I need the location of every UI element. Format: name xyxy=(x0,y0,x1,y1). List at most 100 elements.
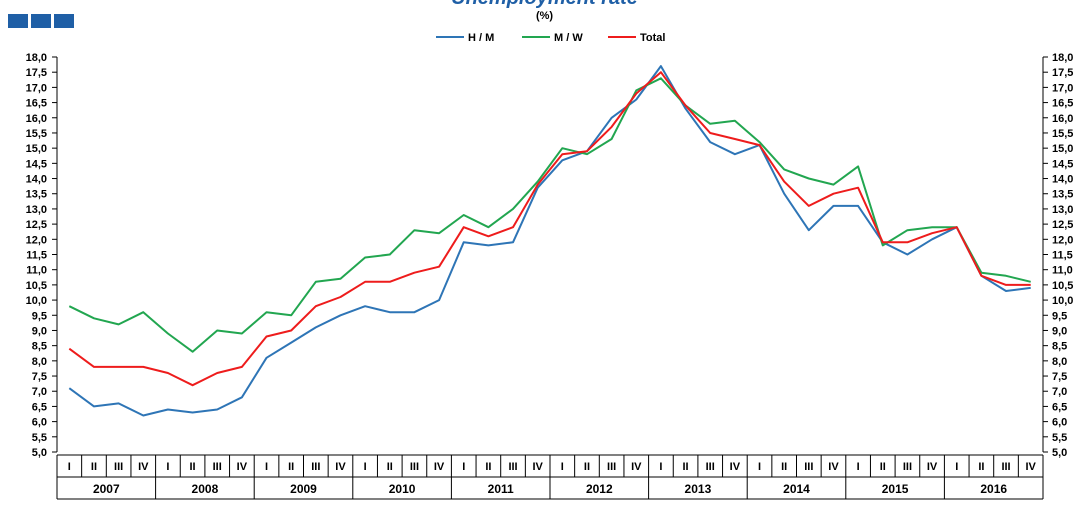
y-tick-label-left: 15,5 xyxy=(26,128,47,140)
x-quarter-label: II xyxy=(683,461,689,473)
y-tick-label-right: 15,0 xyxy=(1052,143,1073,155)
x-quarter-label: II xyxy=(387,461,393,473)
y-tick-label-right: 16,5 xyxy=(1052,98,1073,110)
y-tick-label-right: 13,5 xyxy=(1052,189,1073,201)
y-tick-label-right: 6,5 xyxy=(1052,401,1067,413)
x-year-label: 2014 xyxy=(783,482,810,496)
x-quarter-label: IV xyxy=(335,461,346,473)
x-quarter-label: IV xyxy=(927,461,938,473)
series-line xyxy=(68,77,1031,353)
x-quarter-label: II xyxy=(190,461,196,473)
y-tick-label-right: 17,5 xyxy=(1052,67,1073,79)
chart-title: Unemployment rate xyxy=(0,0,1089,10)
x-quarter-label: I xyxy=(758,461,761,473)
y-tick-label-right: 7,5 xyxy=(1052,371,1067,383)
y-tick-label-left: 15,0 xyxy=(26,143,47,155)
logo-block xyxy=(54,14,74,28)
x-quarter-label: IV xyxy=(237,461,248,473)
x-quarter-label: III xyxy=(508,461,517,473)
y-tick-label-left: 16,5 xyxy=(26,98,47,110)
y-tick-label-right: 5,0 xyxy=(1052,447,1067,459)
x-year-label: 2016 xyxy=(980,482,1007,496)
y-tick-label-right: 12,5 xyxy=(1052,219,1073,231)
x-year-label: 2010 xyxy=(389,482,416,496)
x-quarter-label: IV xyxy=(532,461,543,473)
x-quarter-label: III xyxy=(706,461,715,473)
legend-label: M / W xyxy=(554,32,583,44)
y-tick-label-right: 7,0 xyxy=(1052,386,1067,398)
y-tick-label-right: 10,0 xyxy=(1052,295,1073,307)
x-quarter-label: IV xyxy=(631,461,642,473)
y-tick-label-left: 5,0 xyxy=(32,447,47,459)
x-quarter-label: I xyxy=(561,461,564,473)
y-tick-label-right: 16,0 xyxy=(1052,113,1073,125)
y-tick-label-left: 18,0 xyxy=(26,52,47,64)
x-quarter-label: II xyxy=(485,461,491,473)
x-quarter-label: II xyxy=(781,461,787,473)
brand-logo xyxy=(8,14,74,28)
x-quarter-label: IV xyxy=(138,461,149,473)
y-tick-label-right: 5,5 xyxy=(1052,432,1067,444)
x-quarter-label: II xyxy=(978,461,984,473)
x-year-label: 2011 xyxy=(488,482,514,496)
x-year-label: 2015 xyxy=(882,482,909,496)
y-tick-label-right: 18,0 xyxy=(1052,52,1073,64)
y-tick-label-right: 9,0 xyxy=(1052,325,1067,337)
y-tick-label-left: 10,5 xyxy=(26,280,47,292)
y-tick-label-left: 5,5 xyxy=(32,432,47,444)
y-tick-label-left: 16,0 xyxy=(26,113,47,125)
series-line xyxy=(68,71,1031,387)
x-quarter-label: III xyxy=(903,461,912,473)
x-quarter-label: II xyxy=(880,461,886,473)
y-tick-label-right: 14,5 xyxy=(1052,158,1073,170)
unit-label: (%) xyxy=(535,10,554,22)
x-year-label: 2012 xyxy=(586,482,613,496)
y-tick-label-left: 7,5 xyxy=(32,371,47,383)
y-tick-label-left: 11,5 xyxy=(26,250,47,262)
y-tick-label-right: 11,0 xyxy=(1052,265,1073,277)
y-tick-label-left: 12,5 xyxy=(26,219,47,231)
y-tick-label-left: 6,0 xyxy=(32,417,47,429)
x-quarter-label: III xyxy=(213,461,222,473)
x-quarter-label: I xyxy=(265,461,268,473)
y-tick-label-right: 6,0 xyxy=(1052,417,1067,429)
logo-block xyxy=(31,14,51,28)
y-tick-label-left: 17,5 xyxy=(26,67,47,79)
x-quarter-label: IV xyxy=(730,461,741,473)
x-quarter-label: II xyxy=(584,461,590,473)
x-quarter-label: III xyxy=(410,461,419,473)
x-year-label: 2008 xyxy=(192,482,219,496)
x-quarter-label: I xyxy=(857,461,860,473)
y-tick-label-left: 17,0 xyxy=(26,82,47,94)
y-tick-label-left: 14,5 xyxy=(26,158,47,170)
y-tick-label-left: 13,0 xyxy=(26,204,47,216)
x-quarter-label: III xyxy=(607,461,616,473)
x-year-label: 2007 xyxy=(93,482,120,496)
y-tick-label-right: 13,0 xyxy=(1052,204,1073,216)
series-line xyxy=(68,65,1031,417)
x-year-label: 2013 xyxy=(685,482,712,496)
y-tick-label-right: 14,0 xyxy=(1052,174,1073,186)
y-tick-label-right: 10,5 xyxy=(1052,280,1073,292)
y-tick-label-left: 9,5 xyxy=(32,310,47,322)
x-quarter-label: IV xyxy=(828,461,839,473)
y-tick-label-left: 7,0 xyxy=(32,386,47,398)
x-quarter-label: II xyxy=(91,461,97,473)
legend-label: H / M xyxy=(468,32,494,44)
y-tick-label-left: 9,0 xyxy=(32,325,47,337)
x-quarter-label: II xyxy=(288,461,294,473)
x-quarter-label: IV xyxy=(1025,461,1036,473)
y-tick-label-left: 11,0 xyxy=(26,265,47,277)
y-tick-label-right: 9,5 xyxy=(1052,310,1067,322)
y-tick-label-right: 8,0 xyxy=(1052,356,1067,368)
y-tick-label-right: 17,0 xyxy=(1052,82,1073,94)
x-quarter-label: III xyxy=(114,461,123,473)
y-tick-label-left: 8,0 xyxy=(32,356,47,368)
x-quarter-label: III xyxy=(804,461,813,473)
x-quarter-label: III xyxy=(311,461,320,473)
logo-block xyxy=(8,14,28,28)
y-tick-label-left: 14,0 xyxy=(26,174,47,186)
x-quarter-label: I xyxy=(659,461,662,473)
x-quarter-label: I xyxy=(166,461,169,473)
